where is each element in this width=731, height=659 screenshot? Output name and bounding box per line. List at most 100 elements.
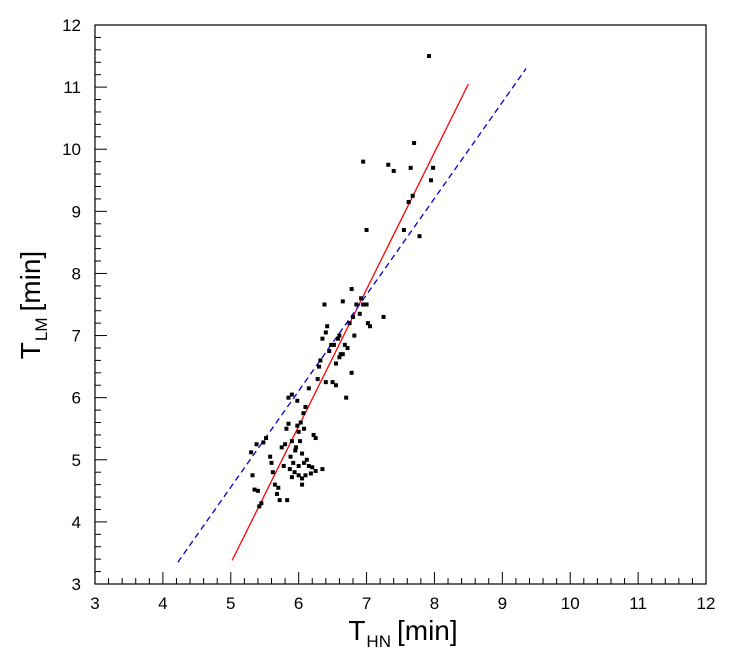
y-tick-label: 4 <box>72 513 81 532</box>
x-tick-label: 5 <box>226 594 235 613</box>
data-point <box>365 321 370 326</box>
data-point <box>347 321 352 326</box>
data-point <box>296 429 301 434</box>
data-point <box>289 439 294 444</box>
data-point <box>340 299 345 304</box>
data-point <box>303 404 308 409</box>
data-point <box>313 436 318 441</box>
x-tick-label: 7 <box>362 594 371 613</box>
plot-frame <box>94 24 707 585</box>
data-point <box>320 467 325 472</box>
data-point <box>300 482 305 487</box>
data-point <box>287 467 292 472</box>
data-point <box>334 383 339 388</box>
data-point <box>264 436 269 441</box>
data-point <box>334 361 339 366</box>
y-tick-label: 8 <box>72 264 81 283</box>
data-point <box>315 377 320 382</box>
data-point <box>401 227 406 232</box>
data-point <box>288 454 293 459</box>
x-axis-title-sub: HN <box>366 632 391 651</box>
data-point <box>408 165 413 170</box>
data-point <box>344 395 349 400</box>
data-point <box>292 470 297 475</box>
data-point <box>283 442 288 447</box>
x-tick-label: 10 <box>561 594 580 613</box>
data-point <box>303 473 308 478</box>
data-point <box>337 333 342 338</box>
data-point <box>257 504 262 509</box>
data-point <box>322 302 327 307</box>
y-tick-label: 10 <box>62 140 81 159</box>
data-point <box>329 342 334 347</box>
data-point <box>306 463 311 468</box>
data-point <box>296 473 301 478</box>
data-point <box>342 342 347 347</box>
x-axis-title: THN [min] <box>348 615 457 651</box>
data-point <box>293 445 298 450</box>
data-point <box>310 465 315 470</box>
y-tick-label: 12 <box>62 16 81 35</box>
data-point <box>252 487 257 492</box>
data-point <box>323 380 328 385</box>
data-point <box>313 468 318 473</box>
y-tick-label: 3 <box>72 575 81 594</box>
data-point <box>289 475 294 480</box>
data-point <box>301 411 306 416</box>
data-point <box>331 342 336 347</box>
x-tick-label: 8 <box>430 594 439 613</box>
data-point <box>350 314 355 319</box>
data-point <box>302 426 307 431</box>
data-point <box>427 54 432 59</box>
data-point <box>317 364 322 369</box>
data-point <box>340 352 345 357</box>
data-point <box>300 451 305 456</box>
data-point <box>417 234 422 239</box>
data-point <box>327 349 332 354</box>
y-tick-label: 6 <box>72 389 81 408</box>
data-point <box>300 476 305 481</box>
data-point <box>308 471 313 476</box>
data-point <box>276 485 281 490</box>
data-point <box>323 330 328 335</box>
data-point <box>296 463 301 468</box>
data-point <box>337 355 342 360</box>
data-point <box>249 450 254 455</box>
data-point <box>268 454 273 459</box>
data-point <box>298 439 303 444</box>
data-point <box>293 448 298 453</box>
data-point <box>357 311 362 316</box>
y-axis-title-sub: LM <box>32 317 51 341</box>
y-tick-label: 9 <box>72 202 81 221</box>
data-point <box>325 324 330 329</box>
data-point <box>354 302 359 307</box>
x-tick-label: 9 <box>498 594 507 613</box>
data-point <box>391 168 396 173</box>
data-point <box>364 227 369 232</box>
y-axis-title-unit: [min] <box>15 251 46 312</box>
y-tick-label: 7 <box>72 327 81 346</box>
data-point <box>367 324 372 329</box>
y-axis-title: TLM [min] <box>15 251 51 359</box>
data-point <box>410 193 415 198</box>
data-point <box>298 420 303 425</box>
data-point <box>349 286 354 291</box>
data-point <box>381 314 386 319</box>
data-point <box>274 491 279 496</box>
data-point <box>250 473 255 478</box>
data-point <box>259 501 264 506</box>
y-tick-label: 5 <box>72 451 81 470</box>
y-tick-label: 11 <box>63 78 81 97</box>
x-tick-label: 11 <box>629 594 647 613</box>
data-point <box>272 482 277 487</box>
data-point <box>361 302 366 307</box>
x-tick-label: 12 <box>697 594 716 613</box>
x-tick-label: 4 <box>158 594 167 613</box>
data-point <box>270 470 275 475</box>
data-point <box>406 200 411 205</box>
data-point <box>336 336 341 341</box>
x-tick-label: 3 <box>90 594 99 613</box>
data-point <box>286 395 291 400</box>
data-point <box>361 159 366 164</box>
data-point <box>295 423 300 428</box>
